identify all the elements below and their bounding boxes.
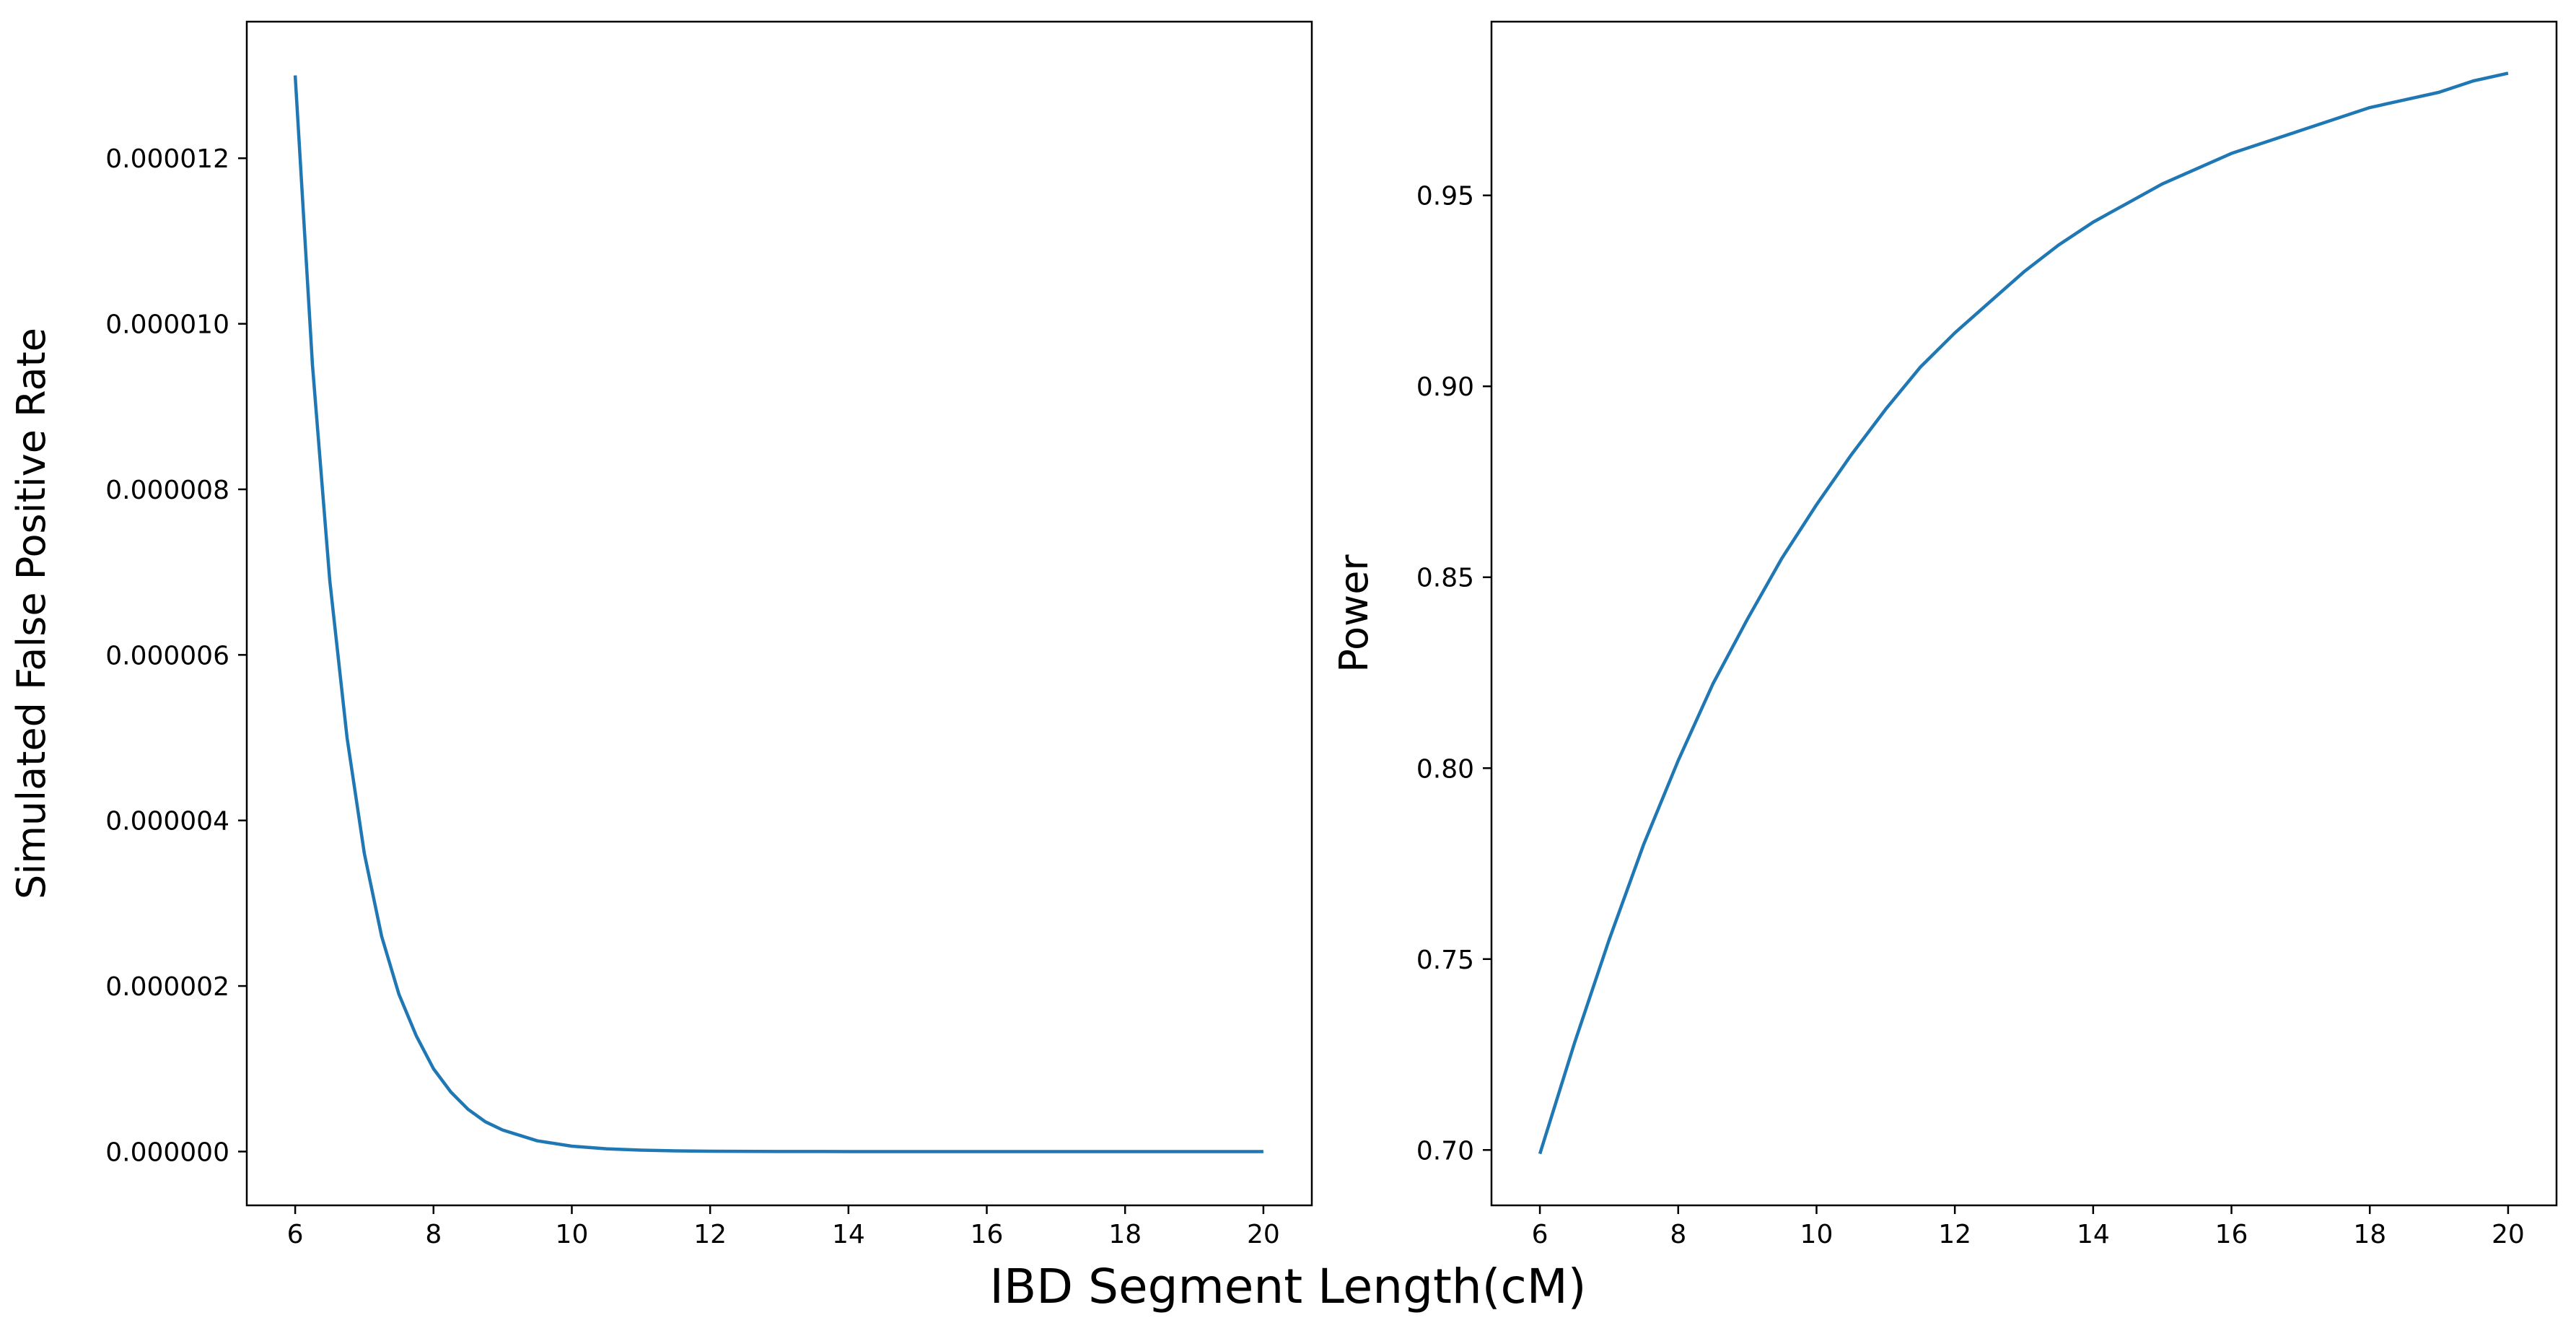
x-tick-label: 14 <box>2077 1220 2110 1249</box>
x-tick-label: 12 <box>693 1220 727 1249</box>
plot-frame <box>245 20 1313 1207</box>
y-tick-label: 0.000002 <box>105 972 229 1002</box>
plot-frame <box>1490 20 2558 1207</box>
x-tick-label: 14 <box>832 1220 865 1249</box>
left-panel-false-positive-rate: 6 8 10 12 14 16 18 20 0.000000 0.000002 0.000004 0.… <box>9 20 1313 1249</box>
y-tick-label: 0.000004 <box>105 807 229 837</box>
x-tick-label: 12 <box>1938 1220 1971 1249</box>
x-tick-label: 16 <box>971 1220 1004 1249</box>
x-tick-label: 18 <box>1108 1220 1142 1249</box>
y-tick-label: 0.80 <box>1416 754 1474 784</box>
y-tick-label: 0.000000 <box>105 1138 229 1167</box>
y-tick-label: 0.95 <box>1416 182 1474 211</box>
x-tick-label: 16 <box>2215 1220 2248 1249</box>
y-tick-label: 0.90 <box>1416 372 1474 402</box>
x-tick-label: 10 <box>1800 1220 1834 1249</box>
x-tick-label: 20 <box>1247 1220 1280 1249</box>
x-tick-label: 10 <box>556 1220 589 1249</box>
x-tick-label: 18 <box>2353 1220 2386 1249</box>
series-line-0 <box>293 75 1263 1153</box>
y-tick-label: 0.000010 <box>105 310 229 340</box>
y-tick-label: 0.85 <box>1416 564 1474 593</box>
x-tick-label: 6 <box>287 1220 304 1249</box>
right-panel-power: 6 8 10 12 14 16 18 20 0.70 0.75 0.80 0.85 0.90 0.95 Po… <box>1331 20 2558 1249</box>
series-line-0 <box>1538 71 2509 1155</box>
x-tick-label: 8 <box>1670 1220 1686 1249</box>
y-tick-label: 0.000008 <box>105 476 229 505</box>
x-tick-label: 8 <box>425 1220 442 1249</box>
y-axis-label: Simulated False Positive Rate <box>9 328 54 899</box>
y-tick-label: 0.000006 <box>105 641 229 671</box>
y-axis-label: Power <box>1331 554 1377 673</box>
y-tick-label: 0.75 <box>1416 946 1474 975</box>
shared-x-axis-label: IBD Segment Length(cM) <box>990 1259 1587 1314</box>
y-tick-label: 0.000012 <box>105 144 229 174</box>
x-tick-label: 6 <box>1532 1220 1548 1249</box>
y-tick-label: 0.70 <box>1416 1136 1474 1166</box>
x-tick-label: 20 <box>2492 1220 2525 1249</box>
